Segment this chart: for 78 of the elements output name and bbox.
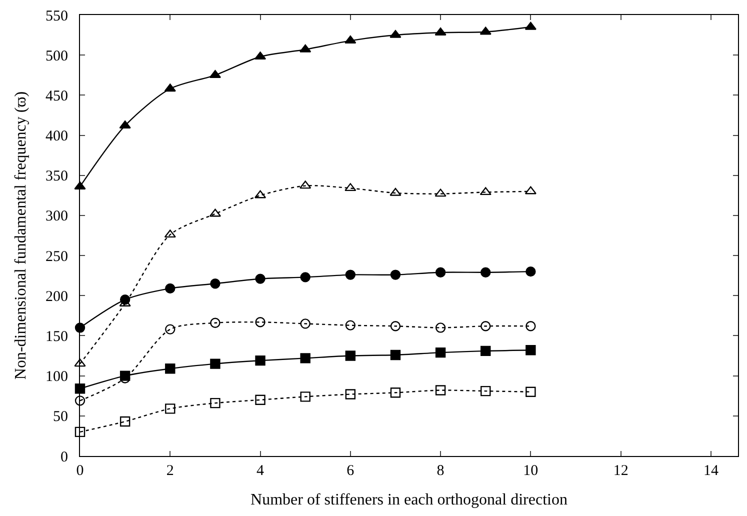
point (165, 404, 176, 414)
point (255, 355, 266, 366)
point (164, 84, 176, 92)
point (435, 322, 446, 333)
point (255, 317, 266, 328)
point (345, 389, 356, 400)
point (480, 386, 491, 396)
point (165, 283, 176, 294)
y-tick-label: 450 (46, 88, 68, 104)
point (300, 272, 310, 282)
point (210, 278, 220, 289)
point (74, 384, 86, 394)
x-tick-label: 0 (76, 463, 84, 479)
point (74, 322, 86, 333)
x-tick-label: 6 (346, 463, 355, 479)
point (164, 230, 176, 238)
point (526, 386, 536, 397)
y-tick-label: 350 (46, 168, 68, 185)
point (526, 266, 536, 277)
x-tick-label: 14 (703, 463, 719, 479)
point (345, 350, 356, 361)
x-tick-label: 8 (436, 463, 444, 479)
point (300, 180, 312, 189)
point (390, 321, 401, 332)
point (255, 394, 266, 405)
point (210, 318, 220, 328)
point (390, 30, 402, 38)
point (526, 345, 536, 356)
point (390, 270, 401, 280)
point (526, 321, 536, 332)
point (210, 398, 220, 408)
y-tick-label: 50 (53, 409, 68, 426)
y-tick-label: 400 (46, 128, 68, 145)
y-tick-label: 0 (60, 449, 68, 466)
point (435, 267, 446, 278)
point (74, 358, 86, 367)
point (435, 385, 446, 396)
x-tick-label: 10 (523, 463, 538, 479)
y-tick-label: 500 (46, 48, 68, 64)
y-tick-label: 300 (46, 208, 68, 225)
point (74, 396, 86, 406)
point (255, 274, 266, 284)
point (390, 188, 402, 196)
point (434, 188, 446, 197)
y-axis-title: Non-dimensional fundamental frequency (ϖ) (12, 91, 30, 380)
y-tick-label: 100 (46, 369, 68, 386)
point (74, 181, 86, 190)
point (345, 320, 356, 330)
x-axis-title: Number of stiffeners in each orthogonal direction (250, 492, 568, 509)
point (390, 388, 401, 398)
point (300, 353, 310, 364)
point (524, 186, 536, 194)
point (300, 318, 310, 329)
x-tick-label: 4 (256, 463, 265, 479)
point (344, 36, 356, 44)
point (74, 426, 86, 438)
point (390, 350, 401, 360)
point (120, 416, 130, 427)
y-tick-label: 150 (46, 328, 68, 345)
x-tick-label: 2 (166, 463, 174, 479)
point (345, 270, 356, 280)
y-tick-label: 200 (46, 288, 68, 305)
point (480, 187, 492, 196)
point (300, 392, 310, 402)
point (165, 364, 176, 374)
y-tick-label: 550 (46, 8, 68, 24)
point (435, 347, 446, 358)
point (480, 321, 491, 332)
point (480, 346, 491, 356)
point (210, 358, 220, 369)
point (480, 26, 492, 35)
point (344, 183, 356, 192)
point (524, 22, 536, 30)
point (165, 324, 176, 334)
y-tick-label: 250 (46, 248, 68, 265)
point (300, 44, 312, 52)
x-tick-label: 12 (613, 463, 628, 479)
point (480, 267, 491, 278)
